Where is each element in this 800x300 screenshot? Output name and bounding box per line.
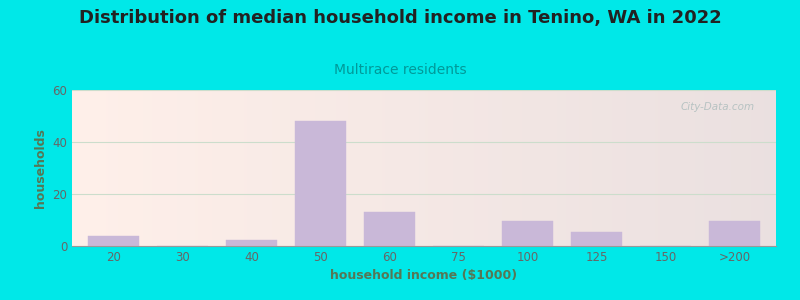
- Y-axis label: households: households: [34, 128, 46, 208]
- Bar: [294, 121, 346, 246]
- Text: City-Data.com: City-Data.com: [681, 103, 755, 112]
- Bar: [226, 239, 278, 246]
- Text: Multirace residents: Multirace residents: [334, 63, 466, 77]
- Bar: [502, 221, 554, 246]
- X-axis label: household income ($1000): household income ($1000): [330, 269, 518, 282]
- Bar: [570, 232, 622, 246]
- Text: Distribution of median household income in Tenino, WA in 2022: Distribution of median household income …: [78, 9, 722, 27]
- Bar: [87, 236, 139, 246]
- Bar: [364, 212, 415, 246]
- Bar: [709, 221, 761, 246]
